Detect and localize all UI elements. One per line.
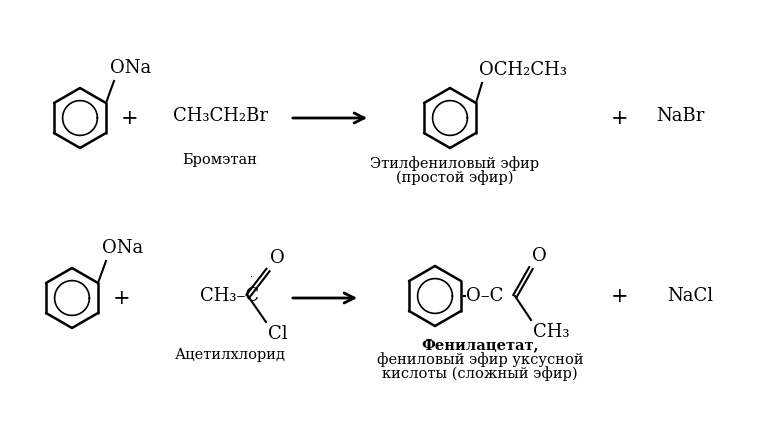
Text: Бромэтан: Бромэтан — [183, 153, 257, 167]
Text: CH₃: CH₃ — [533, 323, 569, 341]
Text: OCH₂CH₃: OCH₂CH₃ — [479, 61, 567, 79]
Text: Ацетилхлорид: Ацетилхлорид — [175, 348, 285, 362]
Text: ONa: ONa — [102, 239, 144, 257]
Text: Фенилацетат,: Фенилацетат, — [421, 338, 539, 352]
Text: O: O — [270, 249, 285, 267]
Text: O: O — [532, 247, 547, 265]
Text: Cl: Cl — [268, 325, 288, 343]
Text: (простой эфир): (простой эфир) — [396, 170, 514, 185]
Text: ONa: ONa — [110, 59, 151, 77]
Text: NaCl: NaCl — [667, 287, 713, 305]
Text: Этилфениловый эфир: Этилфениловый эфир — [370, 156, 540, 171]
Text: +: + — [121, 108, 139, 128]
Text: ·  ·: · · — [250, 273, 262, 282]
Text: NaBr: NaBr — [656, 107, 704, 125]
Text: CH₃CH₂Br: CH₃CH₂Br — [172, 107, 268, 125]
Text: кислоты (сложный эфир): кислоты (сложный эфир) — [382, 366, 578, 381]
Text: CH₃–C: CH₃–C — [200, 287, 259, 305]
Text: +: + — [113, 289, 131, 307]
Text: +: + — [612, 108, 629, 128]
Text: O–C: O–C — [466, 287, 503, 305]
Text: +: + — [612, 287, 629, 306]
Text: фениловый эфир уксусной: фениловый эфир уксусной — [377, 352, 583, 367]
